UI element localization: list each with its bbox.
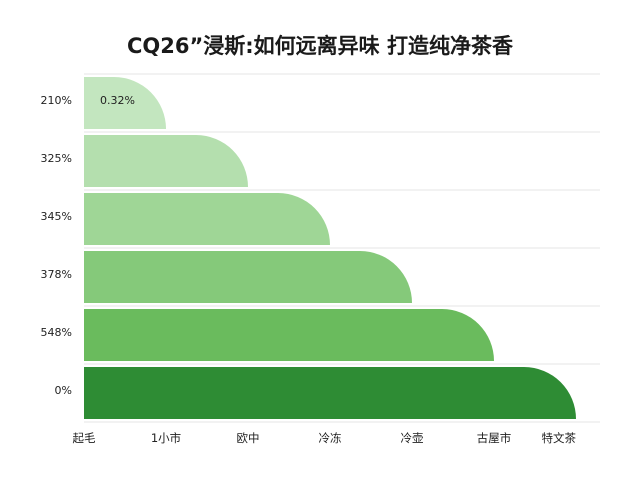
bar [84,309,494,361]
y-tick-label: 345% [41,210,72,223]
x-tick-label: 起毛 [73,431,96,445]
x-tick-label: 冷壶 [401,431,424,445]
bar [84,77,166,129]
y-tick-label: 548% [41,326,72,339]
x-tick-label: 特文茶 [542,431,577,445]
x-tick-label: 欧中 [237,431,260,445]
y-tick-label: 378% [41,268,72,281]
chart-title: CQ26”浸斯:如何远离异味 打造纯净茶香 [127,34,513,58]
y-tick-label: 210% [41,94,72,107]
y-tick-label: 0% [55,384,72,397]
bar [84,367,576,419]
y-tick-label: 325% [41,152,72,165]
x-tick-label: 古屋市 [477,431,512,445]
labels: 210% 0.32% 325% 345% 378% 548% 0% 起毛 1小市 欧中 冷冻 冷壶 古屋… [41,94,577,445]
data-label: 0.32% [100,94,135,107]
x-tick-label: 冷冻 [319,431,342,445]
bar [84,193,330,245]
x-tick-label: 1小市 [151,431,181,445]
bars [84,77,576,419]
bar [84,251,412,303]
bar [84,135,248,187]
grid-lines [84,73,600,423]
